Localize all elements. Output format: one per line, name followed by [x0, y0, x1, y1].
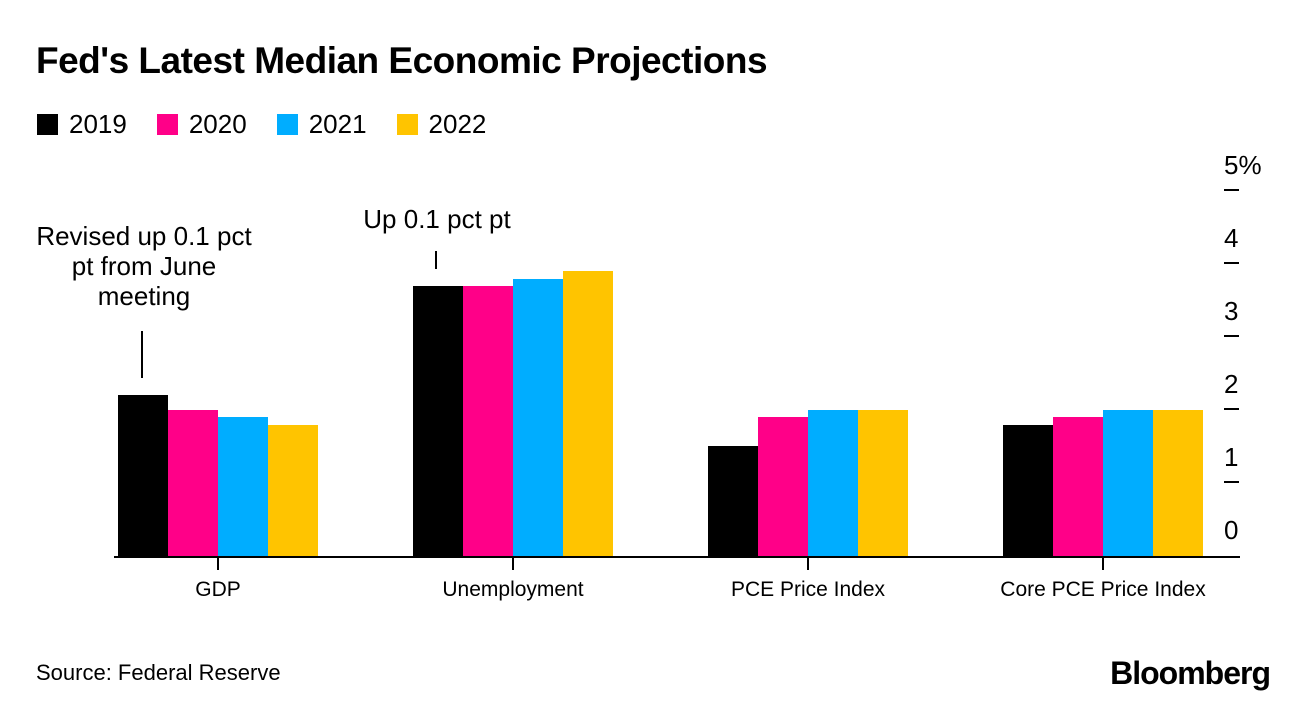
bar-gdp-2019: [118, 395, 168, 556]
y-axis-label-3: 3: [1224, 296, 1239, 326]
bar-pce-price-index-2019: [708, 446, 758, 556]
bar-pce-price-index-2021: [808, 410, 858, 556]
legend-item-2019: 2019: [37, 111, 127, 137]
legend: 2019 2020 2021 2022: [37, 111, 486, 137]
legend-swatch-2021: [276, 113, 298, 135]
y-axis-tick-3: [1224, 335, 1239, 337]
y-axis-tick-5: [1224, 189, 1239, 191]
y-axis-label-0: 0: [1224, 515, 1239, 545]
x-axis-tick-unemployment: [512, 558, 514, 570]
legend-label-2020: 2020: [188, 109, 247, 139]
category-label-unemployment: Unemployment: [442, 578, 584, 601]
bar-gdp-2020: [168, 410, 218, 556]
bar-unemployment-2020: [463, 286, 513, 556]
legend-item-2021: 2021: [276, 109, 367, 139]
annotation-gdp-revision-pointer-line: [141, 331, 143, 378]
bar-pce-price-index-2022: [858, 410, 908, 556]
chart-title: Fed's Latest Median Economic Projections: [36, 40, 768, 81]
y-axis-label-4: 4: [1224, 223, 1239, 253]
legend-swatch-2022: [396, 113, 418, 135]
legend-label-2019: 2019: [69, 109, 127, 139]
bar-core-pce-price-index-2022: [1153, 410, 1203, 556]
y-axis-label-5: 5%: [1224, 150, 1262, 180]
y-axis-tick-2: [1224, 408, 1239, 410]
bar-unemployment-2021: [513, 279, 563, 556]
y-axis-tick-4: [1224, 262, 1239, 264]
annotation-unemployment-revision-pointer-line: [435, 251, 437, 269]
x-axis-tick-pce-price-index: [807, 558, 809, 570]
bloomberg-logo: Bloomberg: [1110, 655, 1271, 691]
category-label-core-pce-price-index: Core PCE Price Index: [1000, 578, 1206, 601]
bar-core-pce-price-index-2021: [1103, 410, 1153, 556]
bar-pce-price-index-2020: [758, 417, 808, 556]
bar-unemployment-2019: [413, 286, 463, 556]
y-axis-tick-1: [1224, 481, 1239, 483]
legend-swatch-2020: [156, 113, 178, 135]
x-axis-line: [114, 556, 1240, 558]
x-axis-tick-core-pce-price-index: [1102, 558, 1104, 570]
annotation-gdp-revision: Revised up 0.1 pct pt from June meeting: [36, 221, 252, 311]
bar-gdp-2021: [218, 417, 268, 556]
y-axis-label-1: 1: [1224, 442, 1239, 472]
bar-core-pce-price-index-2020: [1053, 417, 1103, 556]
legend-item-2022: 2022: [396, 109, 487, 139]
legend-label-2022: 2022: [428, 109, 487, 139]
legend-item-2020: 2020: [156, 109, 247, 139]
category-label-pce-price-index: PCE Price Index: [730, 578, 886, 601]
category-label-gdp: GDP: [195, 578, 241, 601]
bar-unemployment-2022: [563, 271, 613, 556]
source-credit: Source: Federal Reserve: [36, 660, 281, 685]
bar-gdp-2022: [268, 425, 318, 556]
y-axis-label-2: 2: [1224, 369, 1239, 399]
legend-swatch-2019: [37, 113, 58, 135]
legend-label-2021: 2021: [308, 109, 367, 139]
x-axis-tick-gdp: [217, 558, 219, 570]
bar-core-pce-price-index-2019: [1003, 425, 1053, 556]
annotation-unemployment-revision: Up 0.1 pct pt: [363, 204, 511, 234]
